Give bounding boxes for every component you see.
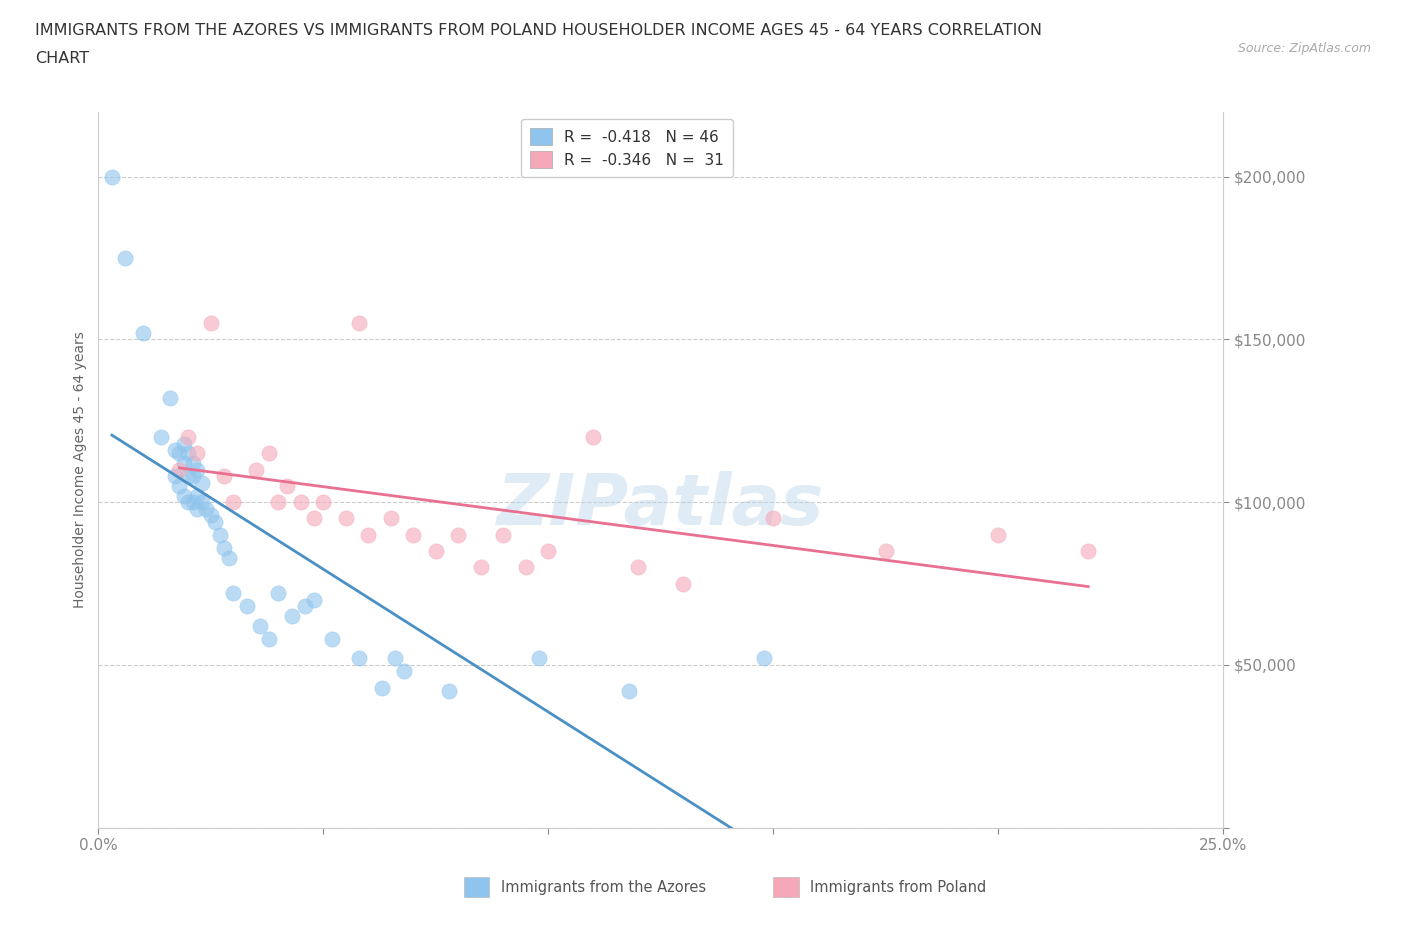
Point [276, 479, 298, 494]
Point [304, 512, 326, 526]
Point [290, 495, 312, 510]
Point [218, 551, 240, 565]
Point [132, 326, 155, 340]
Point [402, 527, 425, 542]
Legend: R =  -0.418   N = 46, R =  -0.346   N =  31: R = -0.418 N = 46, R = -0.346 N = 31 [522, 119, 733, 177]
Point [439, 684, 461, 698]
Point [335, 512, 357, 526]
Point [304, 592, 326, 607]
Point [169, 446, 191, 461]
Point [173, 456, 195, 471]
Point [627, 560, 650, 575]
Point [181, 495, 204, 510]
Point [321, 631, 343, 646]
Point [204, 514, 226, 529]
Point [312, 495, 335, 510]
Point [267, 495, 290, 510]
Point [987, 527, 1010, 542]
Point [259, 631, 281, 646]
Text: Immigrants from the Azores: Immigrants from the Azores [501, 880, 706, 895]
Point [349, 651, 371, 666]
Text: CHART: CHART [35, 51, 89, 66]
Point [169, 479, 191, 494]
Point [259, 446, 281, 461]
Point [214, 540, 236, 555]
Point [582, 430, 605, 445]
Point [169, 462, 191, 477]
Point [177, 430, 200, 445]
Point [186, 462, 208, 477]
Point [222, 586, 245, 601]
Point [762, 512, 785, 526]
Point [208, 527, 231, 542]
Point [177, 446, 200, 461]
Point [101, 169, 124, 184]
Point [492, 527, 515, 542]
Text: ZIPatlas: ZIPatlas [498, 471, 824, 540]
Point [200, 316, 222, 331]
Point [384, 651, 406, 666]
Point [181, 456, 204, 471]
Point [380, 512, 402, 526]
Point [1077, 543, 1099, 558]
Point [186, 501, 208, 516]
Point [281, 609, 304, 624]
Point [191, 495, 214, 510]
Y-axis label: Householder Income Ages 45 - 64 years: Householder Income Ages 45 - 64 years [73, 331, 87, 608]
Point [173, 436, 195, 451]
Point [163, 469, 186, 484]
Point [159, 391, 181, 405]
Point [181, 469, 204, 484]
Point [200, 508, 222, 523]
Point [267, 586, 290, 601]
Point [191, 475, 214, 490]
Point [619, 684, 641, 698]
Point [470, 560, 492, 575]
Point [425, 543, 447, 558]
Point [236, 599, 259, 614]
Point [186, 488, 208, 503]
Point [163, 443, 186, 458]
Text: Source: ZipAtlas.com: Source: ZipAtlas.com [1237, 42, 1371, 55]
Point [447, 527, 470, 542]
Point [754, 651, 776, 666]
Point [177, 469, 200, 484]
Text: Immigrants from Poland: Immigrants from Poland [810, 880, 986, 895]
Point [195, 501, 218, 516]
Point [249, 618, 271, 633]
Point [537, 543, 560, 558]
Point [186, 446, 208, 461]
Point [173, 488, 195, 503]
Point [245, 462, 267, 477]
Point [114, 250, 136, 266]
Point [394, 664, 416, 679]
Point [529, 651, 551, 666]
Point [371, 681, 394, 696]
Point [357, 527, 380, 542]
Point [294, 599, 316, 614]
Point [515, 560, 537, 575]
Point [150, 430, 173, 445]
Point [672, 576, 695, 591]
Text: IMMIGRANTS FROM THE AZORES VS IMMIGRANTS FROM POLAND HOUSEHOLDER INCOME AGES 45 : IMMIGRANTS FROM THE AZORES VS IMMIGRANTS… [35, 23, 1042, 38]
Point [177, 495, 200, 510]
Point [875, 543, 897, 558]
Point [214, 469, 236, 484]
Point [349, 316, 371, 331]
Point [222, 495, 245, 510]
